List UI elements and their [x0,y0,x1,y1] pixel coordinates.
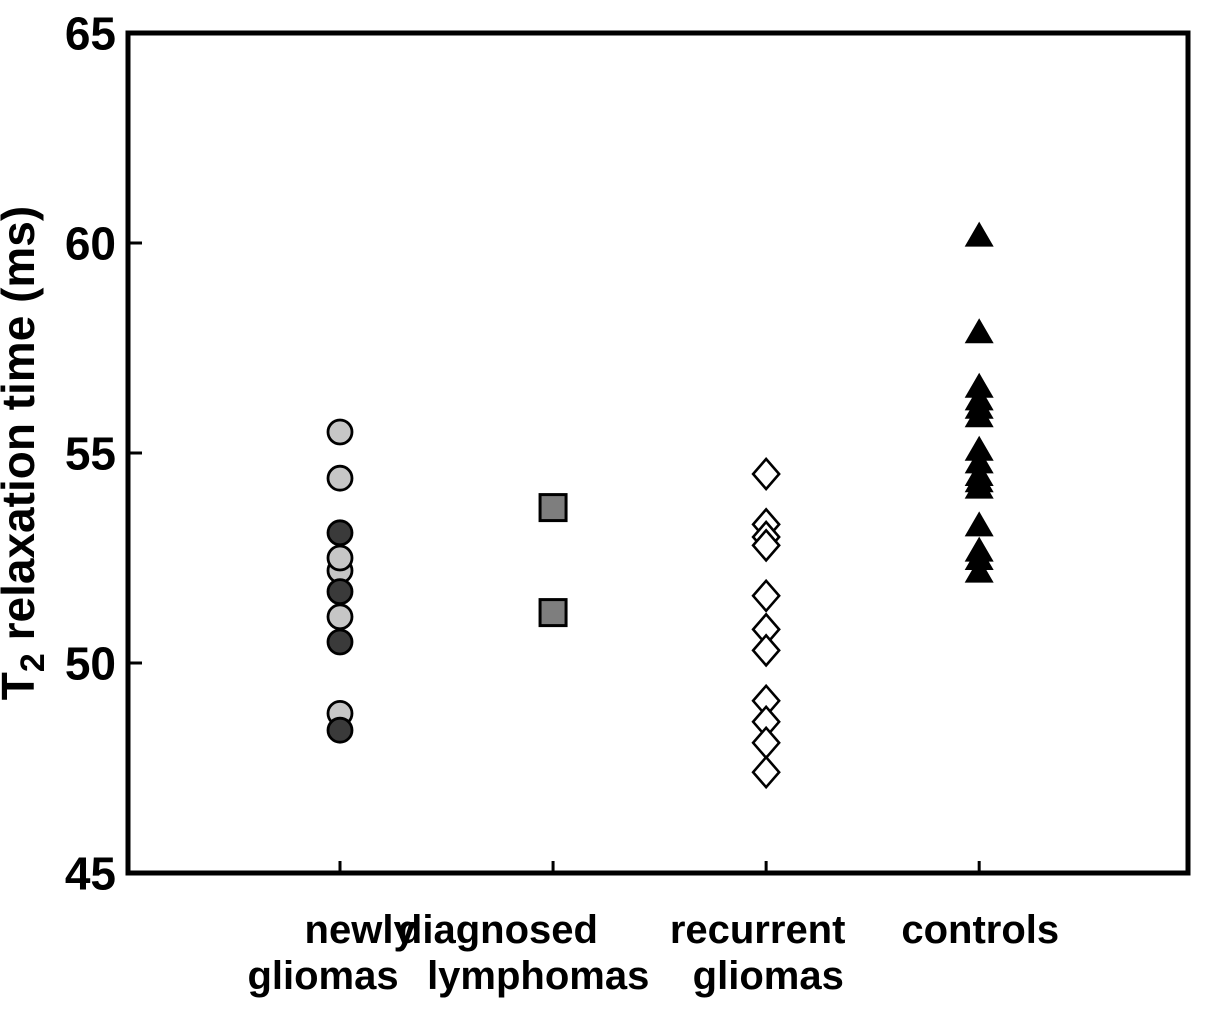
data-point-marker [326,716,354,744]
data-point-marker [326,544,354,572]
y-tick-label: 50 [65,638,116,690]
data-point-marker [326,519,354,547]
data-point-marker [964,511,994,537]
data-point-marker [964,448,994,474]
data-point-marker [326,464,354,492]
data-point-marker [538,493,568,523]
x-axis-label: gliomas [693,954,844,998]
data-point-marker [964,221,994,247]
data-point-marker [751,755,781,790]
x-axis-label: newly [305,908,417,952]
data-point-marker [538,598,568,628]
data-point-marker [751,528,781,563]
y-tick-label: 60 [65,218,116,270]
x-axis-label: recurrent [670,908,846,952]
data-point-marker [326,418,354,446]
x-axis-label: controls [901,908,1059,952]
data-point-marker [964,372,994,398]
y-tick-label: 45 [65,848,116,900]
data-point-marker [751,633,781,668]
data-point-marker [751,578,781,613]
data-point-marker [964,557,994,583]
data-point-marker [964,318,994,344]
data-point-marker [326,603,354,631]
data-point-marker [964,402,994,428]
data-point-marker [964,545,994,570]
data-point-marker [964,473,994,499]
data-point-marker [326,578,354,605]
data-point-marker [751,457,781,491]
x-axis-label: lymphomas [427,954,649,998]
y-axis-title: T2 relaxation time (ms) [0,206,52,700]
y-tick-label: 55 [65,428,116,480]
data-point-marker [964,435,994,461]
data-point-marker [326,628,354,656]
x-axis-label: diagnosed [398,908,598,952]
x-axis-label: gliomas [247,954,398,998]
y-tick-label: 65 [65,8,116,60]
